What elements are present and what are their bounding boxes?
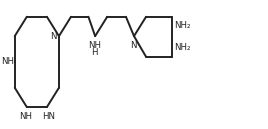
Text: NH₂: NH₂ — [174, 43, 190, 52]
Text: NH: NH — [19, 112, 32, 121]
Text: H: H — [91, 48, 98, 57]
Text: NH: NH — [88, 41, 101, 50]
Text: NH: NH — [2, 57, 14, 66]
Text: N: N — [50, 32, 57, 41]
Text: N: N — [130, 41, 136, 50]
Text: HN: HN — [43, 112, 55, 121]
Text: NH₂: NH₂ — [174, 21, 190, 30]
